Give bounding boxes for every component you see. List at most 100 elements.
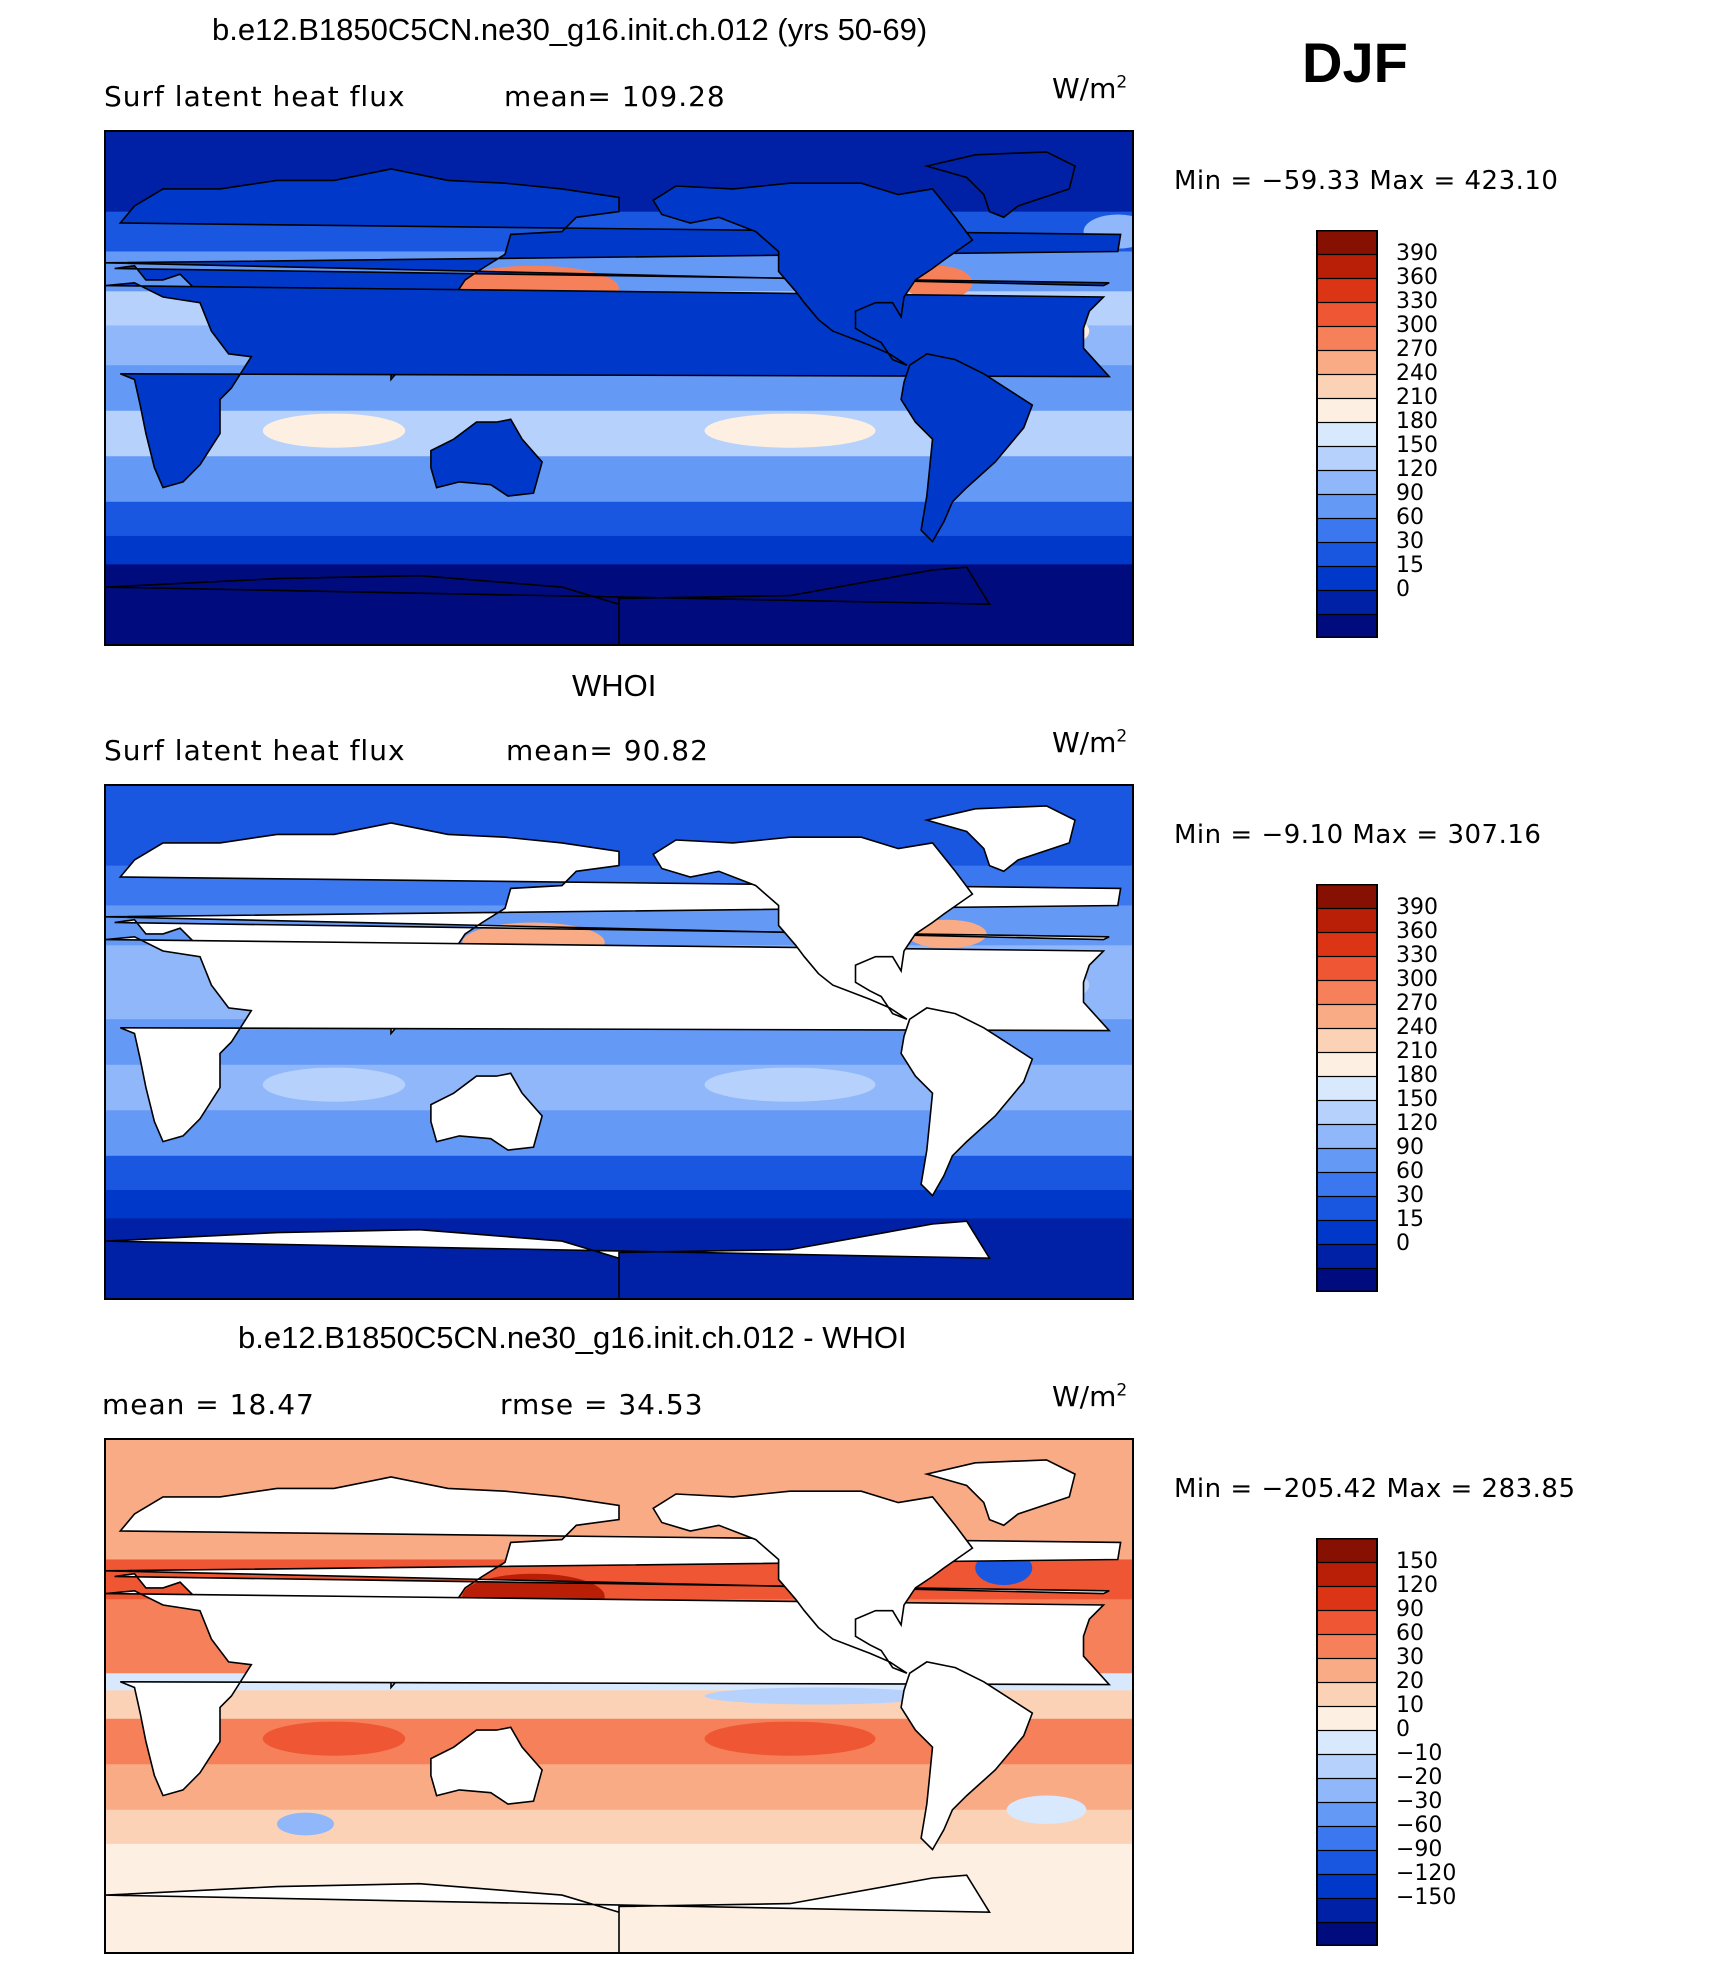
colorbar-tick-label: 15 bbox=[1396, 553, 1424, 578]
coastline bbox=[900, 1007, 1034, 1197]
panel-3-rmse-label: rmse = 34.53 bbox=[500, 1388, 704, 1421]
coastline bbox=[106, 566, 991, 644]
coastline bbox=[900, 1661, 1034, 1851]
coastline bbox=[652, 1490, 974, 1674]
colorbar-swatch bbox=[1316, 589, 1378, 616]
colorbar-swatch bbox=[1316, 373, 1378, 400]
colorbar-tick-label: 10 bbox=[1396, 1693, 1424, 1718]
colorbar-swatch bbox=[1316, 1003, 1378, 1030]
colorbar-tick-label: 90 bbox=[1396, 481, 1424, 506]
colorbar-swatch bbox=[1316, 1027, 1378, 1054]
colorbar-tick-label: 20 bbox=[1396, 1669, 1424, 1694]
ocean-contour-band bbox=[106, 501, 1132, 537]
colorbar-tick-label: −60 bbox=[1396, 1813, 1443, 1838]
colorbar-swatch bbox=[1316, 1729, 1378, 1756]
panel-2-colorbar bbox=[1316, 884, 1378, 1292]
colorbar-tick-label: 30 bbox=[1396, 1183, 1424, 1208]
colorbar-swatch bbox=[1316, 445, 1378, 472]
colorbar-swatch bbox=[1316, 493, 1378, 520]
colorbar-swatch bbox=[1316, 1171, 1378, 1198]
colorbar-swatch bbox=[1316, 1897, 1378, 1924]
colorbar-tick-label: 330 bbox=[1396, 943, 1438, 968]
colorbar-swatch bbox=[1316, 1585, 1378, 1612]
colorbar-tick-label: 30 bbox=[1396, 1645, 1424, 1670]
colorbar-swatch bbox=[1316, 1561, 1378, 1588]
colorbar-swatch bbox=[1316, 277, 1378, 304]
colorbar-tick-label: 360 bbox=[1396, 265, 1438, 290]
colorbar-tick-label: 120 bbox=[1396, 457, 1438, 482]
coastline bbox=[652, 836, 974, 1020]
colorbar-swatch bbox=[1316, 1538, 1378, 1564]
colorbar-tick-label: 150 bbox=[1396, 1549, 1438, 1574]
colorbar-tick-label: 300 bbox=[1396, 313, 1438, 338]
contour-feature bbox=[1006, 1795, 1087, 1824]
colorbar-tick-label: 60 bbox=[1396, 1159, 1424, 1184]
panel-1-colorbar bbox=[1316, 230, 1378, 638]
colorbar-tick-label: −30 bbox=[1396, 1789, 1443, 1814]
colorbar-swatch bbox=[1316, 1267, 1378, 1292]
colorbar-swatch bbox=[1316, 253, 1378, 280]
colorbar-swatch bbox=[1316, 1219, 1378, 1246]
panel-3-units: W/m2 bbox=[1052, 1380, 1128, 1413]
colorbar-swatch bbox=[1316, 907, 1378, 934]
coastline bbox=[106, 1220, 991, 1298]
colorbar-tick-label: 0 bbox=[1396, 1231, 1410, 1256]
colorbar-swatch bbox=[1316, 517, 1378, 544]
colorbar-tick-label: 180 bbox=[1396, 1063, 1438, 1088]
panel-1-title: b.e12.B1850C5CN.ne30_g16.init.ch.012 (yr… bbox=[212, 12, 928, 47]
colorbar-swatch bbox=[1316, 1921, 1378, 1946]
colorbar-tick-label: −150 bbox=[1396, 1885, 1457, 1910]
contour-feature bbox=[277, 1812, 334, 1836]
colorbar-tick-label: 270 bbox=[1396, 991, 1438, 1016]
colorbar-swatch bbox=[1316, 1243, 1378, 1270]
colorbar-swatch bbox=[1316, 1705, 1378, 1732]
panel-1-variable-label: Surf latent heat flux bbox=[104, 80, 406, 113]
ocean-contour-band bbox=[106, 1809, 1132, 1845]
colorbar-tick-label: 210 bbox=[1396, 1039, 1438, 1064]
contour-feature bbox=[704, 1687, 933, 1705]
panel-3-title: b.e12.B1850C5CN.ne30_g16.init.ch.012 - W… bbox=[238, 1320, 907, 1355]
colorbar-tick-label: 120 bbox=[1396, 1111, 1438, 1136]
colorbar-tick-label: 390 bbox=[1396, 241, 1438, 266]
coastline bbox=[923, 805, 1076, 873]
panel-1-mean-label: mean= 109.28 bbox=[504, 80, 726, 113]
colorbar-tick-label: 90 bbox=[1396, 1135, 1424, 1160]
contour-feature bbox=[262, 1721, 406, 1756]
colorbar-tick-label: 150 bbox=[1396, 1087, 1438, 1112]
colorbar-tick-label: 390 bbox=[1396, 895, 1438, 920]
colorbar-swatch bbox=[1316, 1753, 1378, 1780]
coastline bbox=[923, 151, 1076, 219]
colorbar-tick-label: 210 bbox=[1396, 385, 1438, 410]
colorbar-tick-label: −20 bbox=[1396, 1765, 1443, 1790]
colorbar-swatch bbox=[1316, 1873, 1378, 1900]
colorbar-tick-label: 0 bbox=[1396, 1717, 1410, 1742]
coastline bbox=[430, 1726, 543, 1805]
colorbar-tick-label: 60 bbox=[1396, 1621, 1424, 1646]
colorbar-swatch bbox=[1316, 325, 1378, 352]
panel-2-title: WHOI bbox=[572, 668, 657, 703]
panel-2-min-max: Min = −9.10 Max = 307.16 bbox=[1174, 820, 1542, 850]
colorbar-swatch bbox=[1316, 1849, 1378, 1876]
ocean-contour-band bbox=[106, 1189, 1132, 1219]
colorbar-tick-label: 240 bbox=[1396, 1015, 1438, 1040]
colorbar-swatch bbox=[1316, 301, 1378, 328]
colorbar-swatch bbox=[1316, 349, 1378, 376]
colorbar-tick-label: −90 bbox=[1396, 1837, 1443, 1862]
colorbar-swatch bbox=[1316, 931, 1378, 958]
panel-1-units: W/m2 bbox=[1052, 72, 1128, 105]
colorbar-swatch bbox=[1316, 884, 1378, 910]
colorbar-swatch bbox=[1316, 1195, 1378, 1222]
colorbar-swatch bbox=[1316, 979, 1378, 1006]
colorbar-swatch bbox=[1316, 1099, 1378, 1126]
contour-feature bbox=[704, 1721, 876, 1756]
coastline bbox=[430, 418, 543, 497]
panel-1-min-max: Min = −59.33 Max = 423.10 bbox=[1174, 166, 1559, 196]
colorbar-tick-label: 150 bbox=[1396, 433, 1438, 458]
colorbar-tick-label: 15 bbox=[1396, 1207, 1424, 1232]
colorbar-tick-label: 240 bbox=[1396, 361, 1438, 386]
colorbar-tick-label: 360 bbox=[1396, 919, 1438, 944]
coastline bbox=[652, 182, 974, 366]
colorbar-swatch bbox=[1316, 1825, 1378, 1852]
colorbar-tick-label: 330 bbox=[1396, 289, 1438, 314]
colorbar-swatch bbox=[1316, 230, 1378, 256]
